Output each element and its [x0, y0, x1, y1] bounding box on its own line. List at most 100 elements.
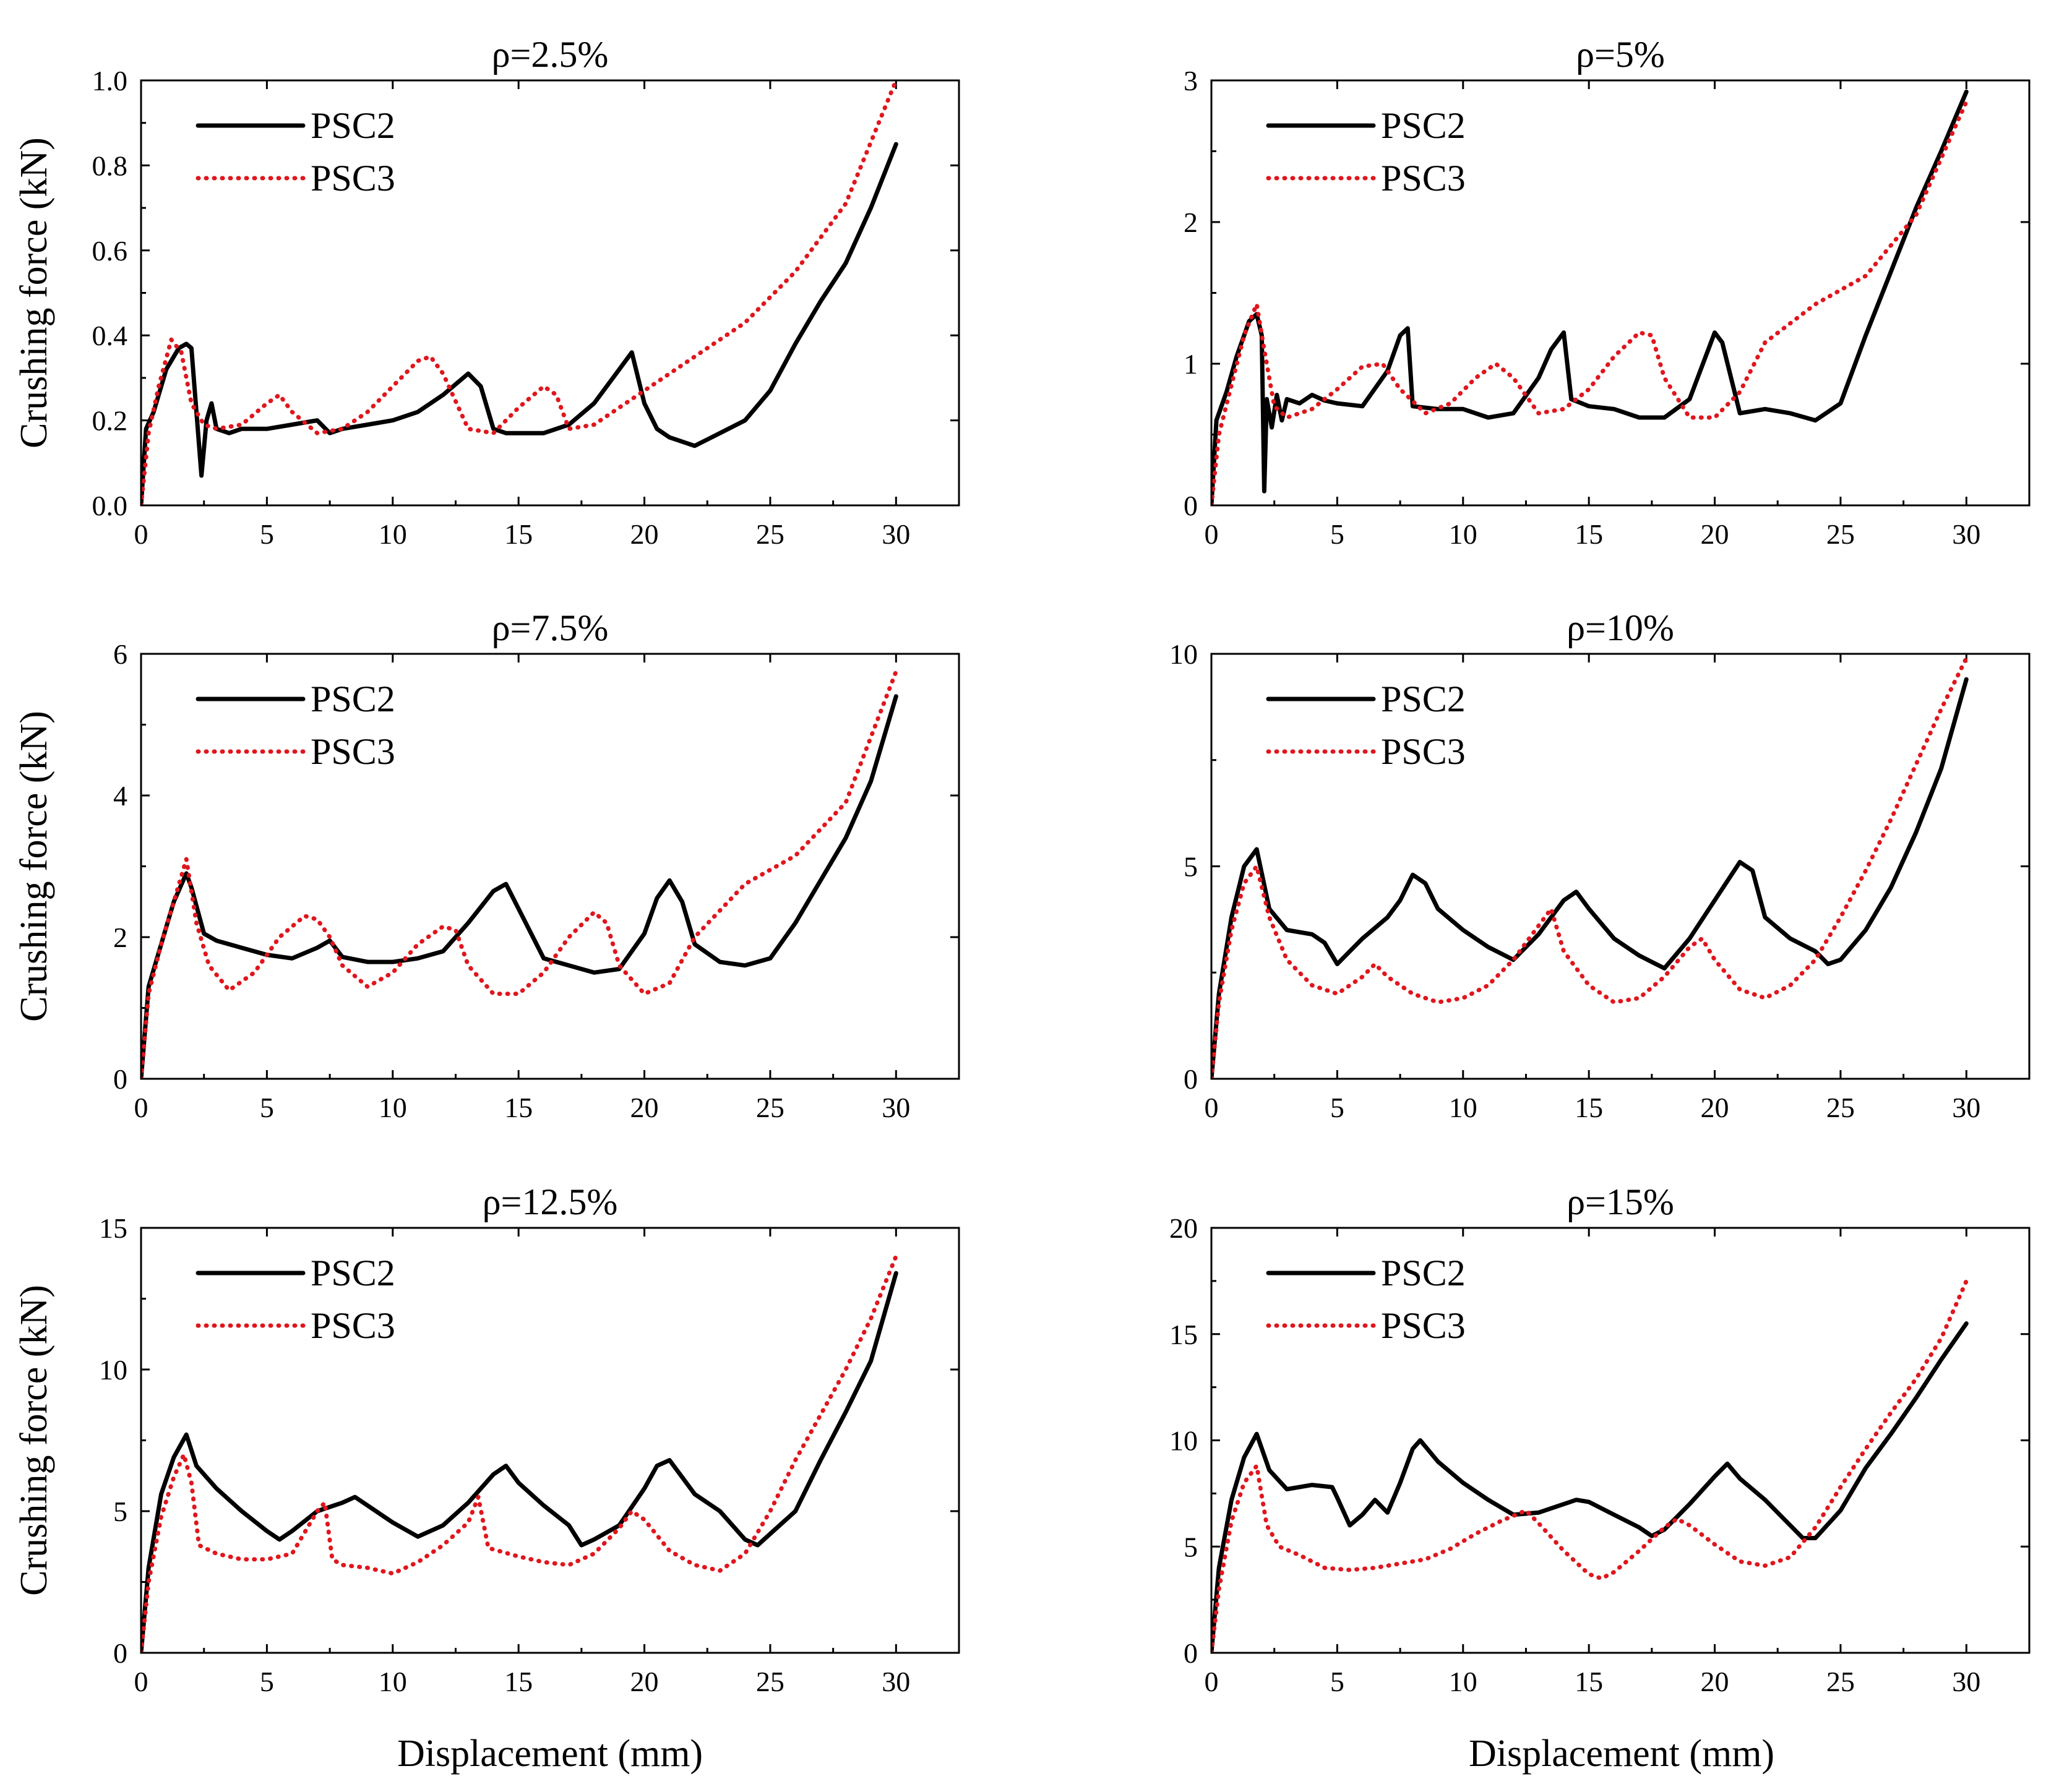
x-tick-label: 5 [260, 518, 274, 550]
panel-title: ρ=7.5% [492, 607, 609, 648]
x-tick-label: 5 [1330, 1666, 1344, 1697]
x-tick-label: 15 [504, 518, 533, 550]
y-tick-label: 2 [113, 922, 127, 953]
y-tick-label: 10 [1169, 638, 1198, 670]
y-tick-label: 5 [1184, 851, 1198, 883]
x-tick-label: 20 [1701, 1666, 1729, 1697]
y-tick-label: 0.0 [92, 490, 128, 521]
x-tick-label: 25 [756, 1666, 784, 1697]
x-tick-label: 15 [504, 1666, 533, 1697]
plot-frame [140, 1227, 960, 1654]
chart-panel-3: ρ=7.5% Crushing force (kN) 0 5 10 15 20 25 30 0 2 4… [13, 607, 960, 1123]
y-tick-label: 2 [1184, 207, 1198, 238]
x-tick-label: 10 [379, 1666, 407, 1697]
series-line-psc3 [1211, 99, 1969, 505]
chart-panel-6: ρ=15% 0 5 10 15 20 25 30 0 5 10 15 20 PSC2 PSC3 [1169, 1181, 2031, 1697]
x-tick-label: 10 [1449, 518, 1477, 550]
x-tick-label: 0 [1205, 1092, 1219, 1123]
legend-label-psc2: PSC2 [311, 679, 395, 719]
panel-title: ρ=15% [1567, 1181, 1674, 1222]
plot-frame [1210, 1227, 2031, 1654]
y-tick-label: 5 [1184, 1531, 1198, 1563]
y-tick-label: 10 [99, 1354, 127, 1386]
legend-label-psc3: PSC3 [1381, 731, 1466, 772]
x-tick-label: 20 [630, 1666, 659, 1697]
y-tick-label: 1 [1184, 348, 1198, 380]
chart-panel-5: ρ=12.5% Crushing force (kN) 0 5 10 15 20 25 30 0 5… [13, 1181, 960, 1697]
legend-label-psc3: PSC3 [311, 731, 395, 772]
y-tick-label: 3 [1184, 65, 1198, 96]
y-tick-label: 0 [1184, 1063, 1198, 1095]
y-tick-label: 0 [113, 1063, 127, 1095]
x-tick-label: 5 [260, 1666, 274, 1697]
x-tick-label: 0 [134, 518, 148, 550]
chart-panel-1: ρ=2.5% Crushing force (kN) 0 5 10 15 20 25 30 0.0… [13, 34, 960, 550]
x-tick-label: 15 [1575, 1092, 1603, 1123]
legend-label-psc3: PSC3 [311, 158, 395, 199]
x-tick-label: 25 [1826, 1092, 1855, 1123]
x-tick-label: 10 [379, 518, 407, 550]
x-tick-label: 5 [1330, 1092, 1344, 1123]
y-tick-label: 5 [113, 1496, 127, 1527]
panel-title: ρ=2.5% [492, 34, 609, 75]
plot-frame [1210, 79, 2031, 507]
x-tick-label: 30 [882, 1666, 910, 1697]
y-tick-label: 0 [113, 1637, 127, 1669]
x-tick-label: 5 [1330, 518, 1344, 550]
y-tick-label: 1.0 [92, 65, 128, 96]
x-tick-label: 5 [260, 1092, 274, 1123]
series-line-psc2 [141, 1271, 898, 1653]
x-tick-label: 25 [756, 518, 784, 550]
x-tick-label: 25 [1826, 1666, 1855, 1697]
y-tick-label: 20 [1169, 1212, 1198, 1244]
series-line-psc2 [1211, 89, 1969, 505]
y-tick-label: 6 [113, 638, 127, 670]
plot-frame [140, 79, 960, 507]
plot-frame [1210, 653, 2031, 1080]
y-tick-label: 0.6 [92, 235, 128, 267]
y-tick-label: 0.8 [92, 150, 128, 181]
x-tick-label: 25 [756, 1092, 784, 1123]
y-tick-label: 15 [99, 1212, 127, 1244]
series-line-psc2 [141, 694, 898, 1079]
x-tick-label: 15 [504, 1092, 533, 1123]
series-line-psc2 [141, 142, 898, 505]
chart-panel-4: ρ=10% 0 5 10 15 20 25 30 0 5 10 PSC2 PSC3 [1169, 607, 2031, 1123]
y-tick-label: 15 [1169, 1319, 1198, 1350]
x-tick-label: 20 [1701, 518, 1729, 550]
x-tick-label: 30 [882, 1092, 910, 1123]
y-tick-label: 10 [1169, 1425, 1198, 1457]
y-axis-label: Crushing force (kN) [13, 137, 55, 448]
y-axis-label: Crushing force (kN) [13, 711, 55, 1022]
series-line-psc3 [141, 78, 898, 505]
series-line-psc2 [1211, 1321, 1969, 1653]
y-tick-label: 0.2 [92, 405, 128, 437]
chart-panel-2: ρ=5% 0 5 10 15 20 25 30 0 1 2 3 PSC2 PSC3 [1184, 34, 2031, 550]
shared-x-axis-label: Displacement (mm) [397, 1733, 703, 1775]
legend-label-psc2: PSC2 [311, 105, 395, 146]
x-tick-label: 15 [1575, 518, 1603, 550]
x-tick-label: 0 [1205, 1666, 1219, 1697]
x-tick-label: 20 [630, 1092, 659, 1123]
x-tick-label: 20 [630, 518, 659, 550]
series-line-psc3 [1211, 1279, 1969, 1653]
legend-label-psc2: PSC2 [311, 1253, 395, 1293]
panel-title: ρ=12.5% [483, 1181, 618, 1222]
legend-label-psc2: PSC2 [1381, 105, 1466, 146]
x-tick-label: 10 [1449, 1666, 1477, 1697]
x-tick-label: 30 [1952, 1092, 1980, 1123]
x-tick-label: 30 [1952, 1666, 1980, 1697]
y-tick-label: 0.4 [92, 320, 128, 351]
x-tick-label: 25 [1826, 518, 1855, 550]
x-tick-label: 30 [1952, 518, 1980, 550]
x-tick-label: 0 [134, 1666, 148, 1697]
y-axis-label: Crushing force (kN) [13, 1285, 55, 1596]
panel-title: ρ=5% [1576, 34, 1665, 75]
legend-label-psc2: PSC2 [1381, 1253, 1466, 1293]
x-tick-label: 10 [1449, 1092, 1477, 1123]
plot-frame [140, 653, 960, 1080]
x-tick-label: 30 [882, 518, 910, 550]
legend-label-psc3: PSC3 [1381, 1305, 1466, 1346]
shared-x-axis-label: Displacement (mm) [1469, 1733, 1774, 1775]
